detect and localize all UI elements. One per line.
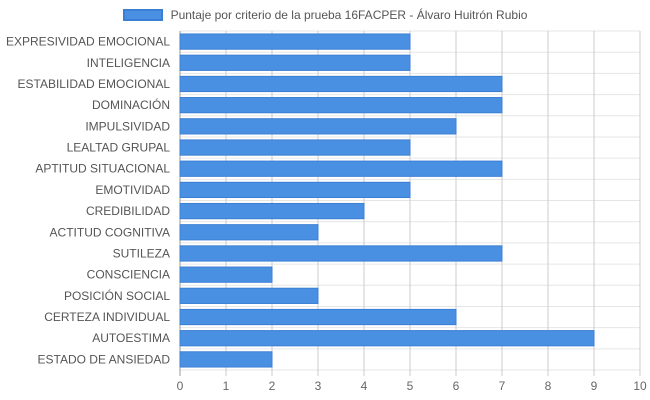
category-label: DOMINACIÓN	[92, 97, 170, 112]
x-tick-label: 2	[269, 379, 276, 393]
category-label: EXPRESIVIDAD EMOCIONAL	[6, 35, 170, 49]
bar[interactable]	[179, 160, 503, 177]
category-label: EMOTIVIDAD	[95, 183, 170, 197]
bar[interactable]	[179, 181, 411, 199]
bars	[179, 33, 595, 368]
category-label: CONSCIENCIA	[87, 268, 170, 282]
bar[interactable]	[179, 54, 411, 71]
x-axis-ticks: 0 1 2 3 4 5 6 7 8 9 10	[177, 379, 647, 393]
x-tick-label: 4	[361, 379, 368, 393]
category-labels: EXPRESIVIDAD EMOCIONAL INTELIGENCIA ESTABI…	[6, 35, 170, 367]
x-tick-label: 1	[223, 379, 230, 393]
bar[interactable]	[179, 308, 457, 326]
category-label: INTELIGENCIA	[87, 56, 170, 70]
bar[interactable]	[179, 97, 503, 114]
bar[interactable]	[179, 266, 273, 283]
x-tick-label: 7	[499, 379, 506, 393]
category-label: ESTABILIDAD EMOCIONAL	[18, 77, 171, 91]
bar[interactable]	[179, 330, 595, 347]
bar[interactable]	[179, 33, 411, 50]
x-tick-label: 8	[545, 379, 552, 393]
category-label: POSICIÓN SOCIAL	[64, 288, 170, 303]
category-label: LEALTAD GRUPAL	[67, 141, 171, 155]
x-tick-label: 9	[591, 379, 598, 393]
legend-swatch	[122, 9, 163, 21]
x-tick-label: 10	[633, 379, 647, 393]
legend-label: Puntaje por criterio de la prueba 16FACP…	[170, 8, 528, 22]
x-tick-label: 6	[453, 379, 460, 393]
bar[interactable]	[179, 351, 273, 368]
category-label: APTITUD SITUACIONAL	[35, 162, 170, 176]
category-label: CERTEZA INDIVIDUAL	[44, 310, 170, 324]
category-label: ESTADO DE ANSIEDAD	[38, 352, 171, 366]
category-label: AUTOESTIMA	[92, 331, 170, 345]
bar[interactable]	[179, 75, 503, 93]
bar[interactable]	[179, 118, 457, 135]
category-label: SUTILEZA	[113, 246, 170, 260]
bar[interactable]	[179, 139, 411, 156]
bar[interactable]	[179, 287, 319, 304]
category-label: CREDIBILIDAD	[86, 204, 170, 218]
x-tick-label: 5	[407, 379, 414, 393]
bar[interactable]	[179, 245, 503, 262]
category-label: IMPULSIVIDAD	[85, 119, 170, 133]
chart-legend[interactable]: Puntaje por criterio de la prueba 16FACP…	[0, 6, 650, 24]
bar[interactable]	[179, 202, 365, 220]
x-tick-label: 0	[177, 379, 184, 393]
x-tick-label: 3	[315, 379, 322, 393]
category-label: ACTITUD COGNITIVA	[50, 225, 170, 239]
bar[interactable]	[179, 224, 319, 241]
